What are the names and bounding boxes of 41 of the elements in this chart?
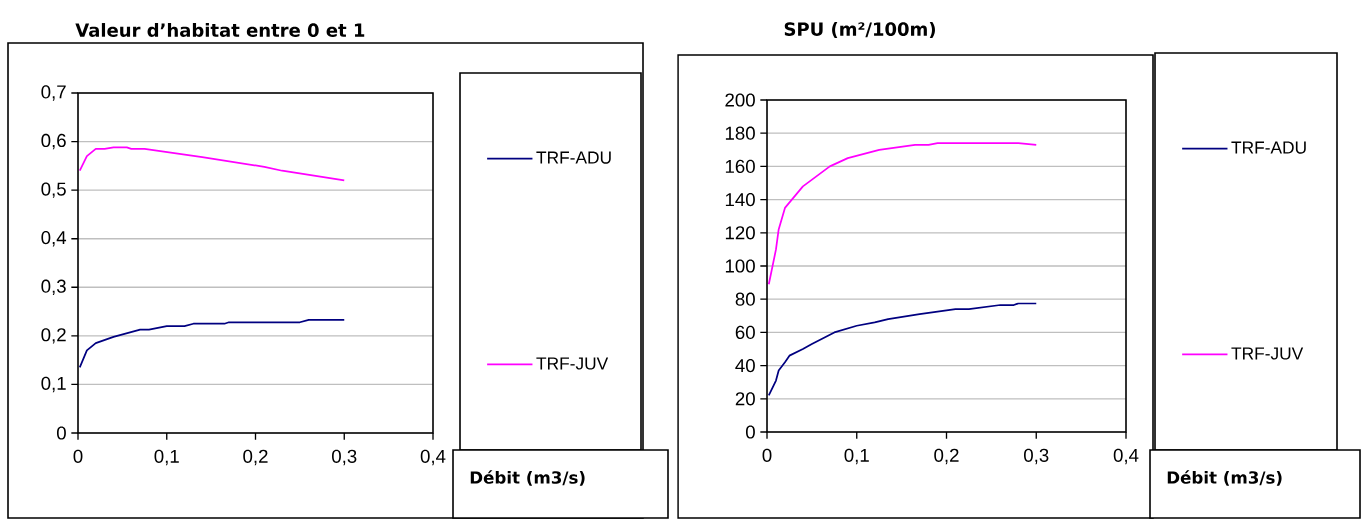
x-tick-label: 0,2 xyxy=(934,448,959,465)
legend-label: TRF-JUV xyxy=(536,357,609,370)
y-tick-label: 0 xyxy=(745,425,755,439)
y-tick-label: 140 xyxy=(725,192,755,207)
y-tick-label: 0,7 xyxy=(41,85,66,101)
line-series xyxy=(78,146,346,182)
legend-label: TRF-ADU xyxy=(536,151,611,164)
x-tick-label: 0 xyxy=(73,449,83,463)
y-tick-label: 0 xyxy=(56,426,66,440)
chart-title: SPU (m²/100m) xyxy=(784,21,935,39)
legend-label: TRF-JUV xyxy=(1231,347,1304,360)
y-tick-label: 160 xyxy=(725,159,755,174)
y-tick-label: 0,4 xyxy=(41,231,67,247)
x-tick-label: 0,3 xyxy=(1024,448,1049,465)
y-tick-label: 100 xyxy=(725,259,755,273)
y-tick-label: 180 xyxy=(725,126,755,140)
x-axis-title: Débit (m3/s) xyxy=(470,470,585,486)
x-tick-label: 0,4 xyxy=(1113,448,1139,465)
x-tick-label: 0,1 xyxy=(844,448,869,465)
line-series xyxy=(78,318,346,369)
y-tick-label: 0,1 xyxy=(41,376,66,393)
x-tick-label: 0,2 xyxy=(243,449,268,466)
y-tick-label: 0,6 xyxy=(41,133,66,150)
x-tick-label: 0,3 xyxy=(332,449,357,466)
y-tick-label: 0,3 xyxy=(41,279,66,295)
y-tick-label: 40 xyxy=(735,358,755,373)
x-tick-label: 0 xyxy=(762,448,772,462)
line-series xyxy=(767,302,1038,397)
y-tick-label: 120 xyxy=(725,226,755,240)
x-tick-label: 0,1 xyxy=(154,449,179,466)
line-series xyxy=(767,142,1038,286)
y-tick-label: 0,2 xyxy=(41,328,66,344)
y-tick-label: 80 xyxy=(735,292,755,306)
y-tick-label: 20 xyxy=(735,392,755,406)
y-tick-label: 60 xyxy=(735,325,755,340)
x-tick-label: 0,4 xyxy=(420,449,446,466)
x-axis-title: Débit (m3/s) xyxy=(1167,470,1282,486)
y-tick-label: 0,5 xyxy=(41,182,66,198)
legend-label: TRF-ADU xyxy=(1231,141,1306,154)
y-tick-label: 200 xyxy=(725,93,755,107)
chart-title: Valeur d’habitat entre 0 et 1 xyxy=(75,23,365,37)
